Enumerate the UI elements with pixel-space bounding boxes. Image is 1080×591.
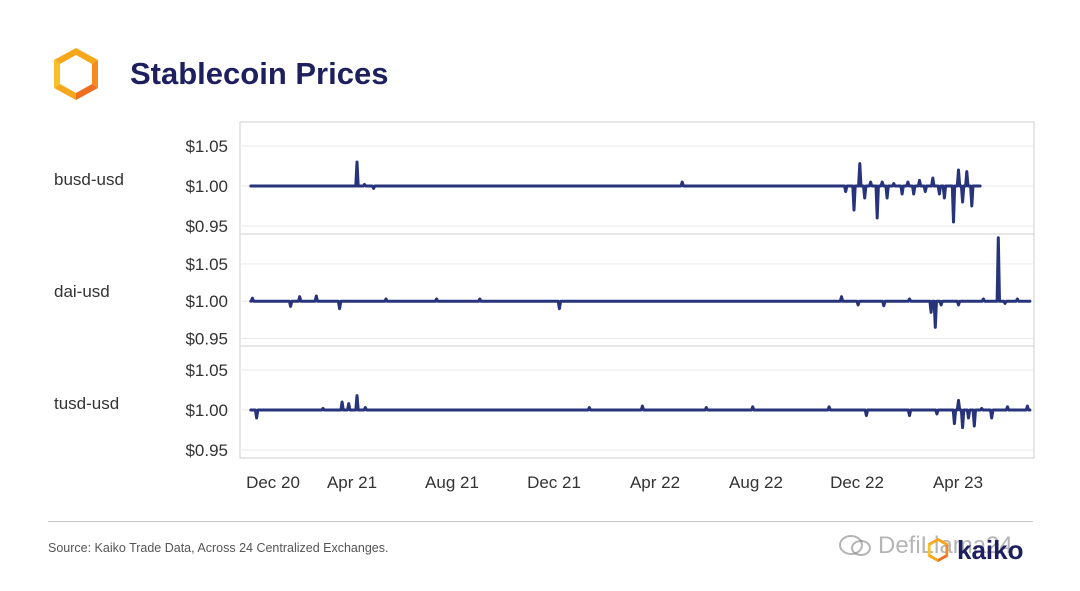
x-tick-label: Dec 22	[830, 473, 884, 492]
kaiko-small-logo-icon	[927, 537, 949, 563]
x-tick-label: Apr 23	[933, 473, 983, 492]
series-label-dai: dai-usd	[54, 282, 110, 301]
series-label-busd: busd-usd	[54, 170, 124, 189]
series-label-tusd: tusd-usd	[54, 394, 120, 413]
y-tick-label: $0.95	[185, 330, 228, 349]
kaiko-brand: kaiko	[925, 530, 1024, 570]
stablecoin-price-chart: $0.95 $1.00 $1.05 $0.95 $1.00 $1.05 $0.95 $1.00…	[185, 121, 1035, 492]
series-line-tusd-usd	[249, 394, 1032, 430]
series-line-dai-usd	[249, 236, 1032, 329]
watermark: DefiLlama24	[838, 532, 1013, 560]
kaiko-wordmark: kaiko	[957, 534, 1024, 565]
chat-bubble-icon	[839, 535, 871, 556]
y-tick-label: $1.05	[185, 137, 228, 156]
y-tick-label: $1.05	[185, 361, 228, 380]
kaiko-logo-icon	[54, 48, 98, 100]
series-line-busd-usd	[249, 160, 982, 224]
y-tick-label: $0.95	[185, 441, 228, 460]
y-tick-label: $1.00	[185, 401, 228, 420]
x-tick-label: Apr 22	[630, 473, 680, 492]
x-tick-label: Dec 21	[527, 473, 581, 492]
page-title: Stablecoin Prices	[130, 56, 389, 91]
x-tick-label: Aug 21	[425, 473, 479, 492]
x-tick-label: Aug 22	[729, 473, 783, 492]
panel-frame	[239, 233, 1035, 347]
y-tick-label: $1.00	[185, 292, 228, 311]
footer-divider	[48, 521, 1033, 522]
y-tick-label: $0.95	[185, 217, 228, 236]
y-tick-label: $1.05	[185, 255, 228, 274]
watermark-text: DefiLlama24	[878, 532, 1013, 559]
panel-frame	[239, 345, 1035, 459]
source-note: Source: Kaiko Trade Data, Across 24 Cent…	[48, 541, 389, 555]
x-tick-label: Dec 20	[246, 473, 300, 492]
y-tick-label: $1.00	[185, 177, 228, 196]
x-tick-label: Apr 21	[327, 473, 377, 492]
